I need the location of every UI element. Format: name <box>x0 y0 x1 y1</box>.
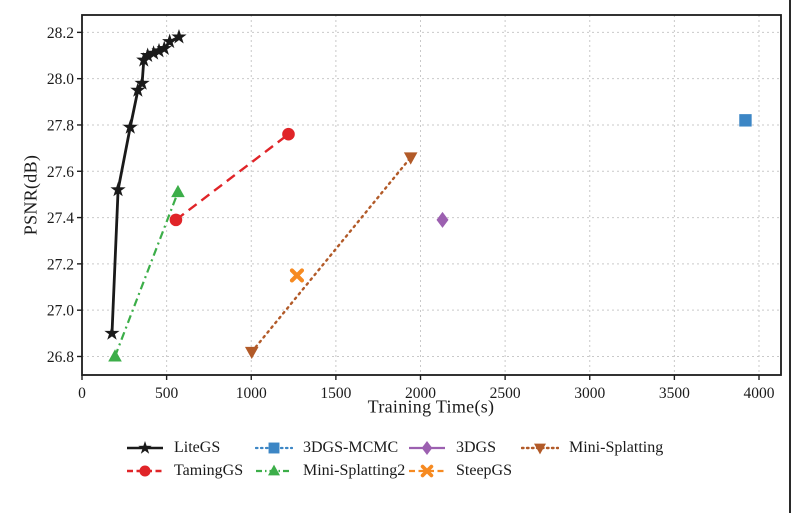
axes-frame <box>81 14 782 376</box>
square-marker-icon <box>739 114 752 127</box>
y-tick-label: 27.8 <box>47 117 74 134</box>
x-tick-label: 1500 <box>320 385 351 402</box>
x-tick-label: 500 <box>155 385 179 402</box>
star-marker-icon <box>104 325 120 340</box>
x-marker-icon <box>289 268 305 283</box>
page-edge-line <box>789 0 791 513</box>
x-axis-label: Training Time(s) <box>367 396 495 417</box>
star-marker-icon <box>110 181 126 197</box>
series-line-mini-splatting2 <box>113 191 180 357</box>
y-axis-label: PSNR(dB) <box>20 154 41 236</box>
star-marker-icon <box>162 33 178 49</box>
triangle-down-marker-icon <box>244 346 259 360</box>
y-tick-label: 28.2 <box>47 25 74 42</box>
x-tick-label: 2000 <box>405 385 436 402</box>
star-marker-icon <box>134 75 150 90</box>
series-line-taminggs <box>175 133 290 221</box>
x-tick-label: 0 <box>78 385 86 402</box>
y-tick-label: 28.0 <box>47 71 74 88</box>
y-tick-label: 27.2 <box>47 256 74 273</box>
star-marker-icon <box>156 40 172 56</box>
y-tick-label: 27.0 <box>47 303 74 320</box>
star-marker-icon <box>171 28 187 44</box>
x-tick-label: 3500 <box>659 385 690 402</box>
y-tick-label: 27.4 <box>47 210 74 227</box>
star-marker-icon <box>151 42 167 58</box>
x-tick-label: 4000 <box>743 385 774 402</box>
y-tick-label: 27.6 <box>47 164 74 181</box>
x-tick-label: 3000 <box>574 385 605 402</box>
star-marker-icon <box>140 47 156 62</box>
x-tick-label: 2500 <box>490 385 521 402</box>
star-marker-icon <box>122 119 138 134</box>
series-line-mini-splatting <box>250 156 412 353</box>
y-tick-label: 26.8 <box>47 349 74 366</box>
diamond-marker-icon <box>436 211 449 228</box>
x-tick-label: 1000 <box>236 385 267 402</box>
triangle-up-marker-icon <box>171 184 185 198</box>
star-marker-icon <box>145 45 162 60</box>
star-marker-icon <box>130 82 146 97</box>
star-marker-icon <box>136 52 152 67</box>
triangle-down-marker-icon <box>403 152 418 165</box>
triangle-up-marker-icon <box>108 349 122 362</box>
circle-marker-icon <box>169 213 183 227</box>
circle-marker-icon <box>282 127 295 141</box>
